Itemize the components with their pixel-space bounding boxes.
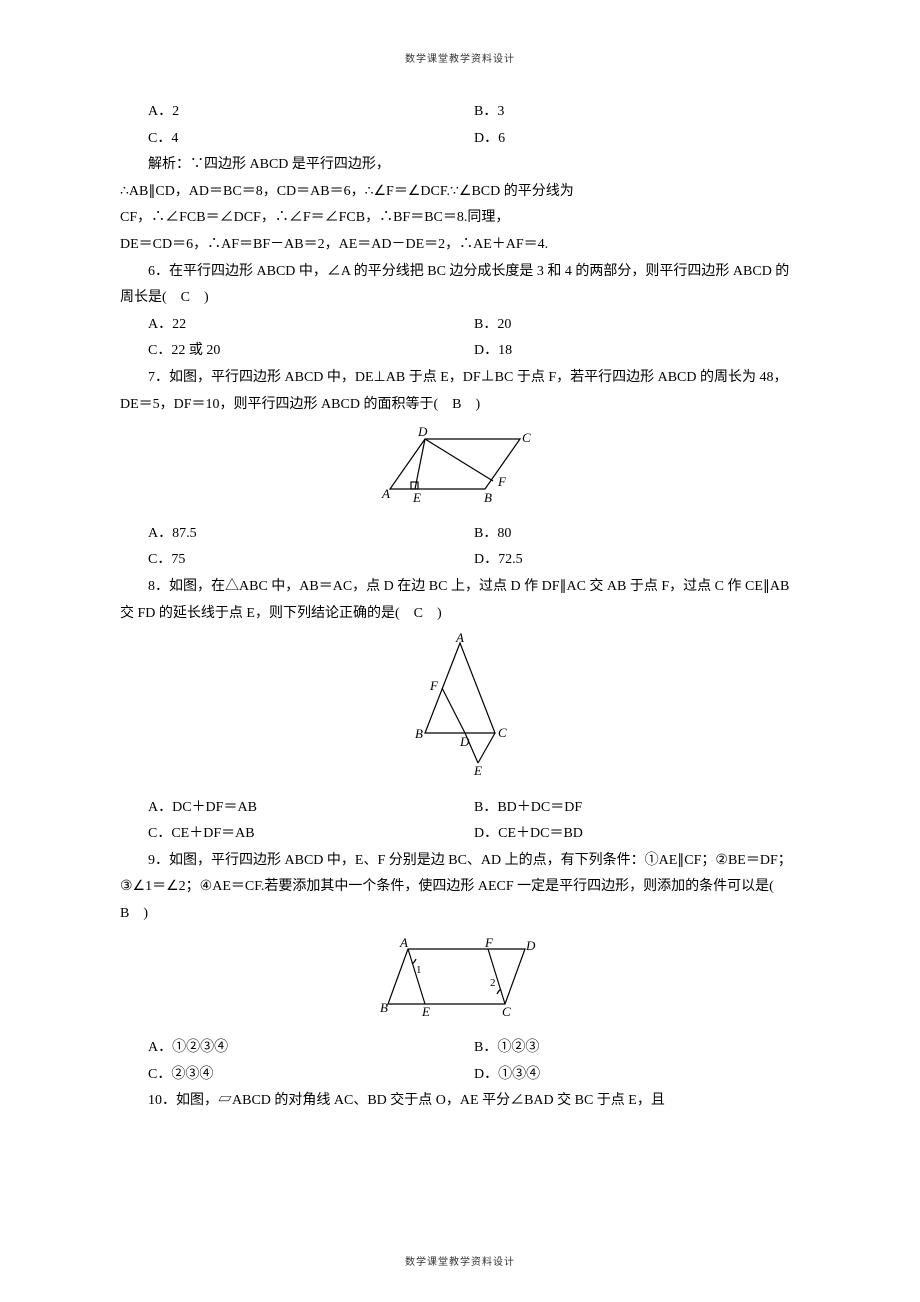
fig9-A: A xyxy=(399,935,408,950)
q6-text: 6．在平行四边形 ABCD 中，∠A 的平分线把 BC 边分成长度是 3 和 4… xyxy=(120,259,800,312)
q8-text: 8．如图，在△ABC 中，AB＝AC，点 D 在边 BC 上，过点 D 作 DF… xyxy=(120,574,800,627)
fig8-C: C xyxy=(498,725,507,740)
fig8-D: D xyxy=(459,734,470,749)
q8-options: A．DC＋DF＝AB B．BD＋DC＝DF xyxy=(148,795,800,822)
q10-text: 10．如图，▱ABCD 的对角线 AC、BD 交于点 O，AE 平分∠BAD 交… xyxy=(120,1088,800,1115)
q6-opt-d: D．18 xyxy=(474,338,800,365)
q7-opt-a: A．87.5 xyxy=(148,521,474,548)
page-header: 数学课堂教学资料设计 xyxy=(120,50,800,69)
fig9-1: 1 xyxy=(416,964,422,976)
q8-options-2: C．CE＋DF＝AB D．CE＋DC＝BD xyxy=(148,821,800,848)
q7-figure: A E B F C D xyxy=(120,424,800,515)
q9-text: 9．如图，平行四边形 ABCD 中，E、F 分别是边 BC、AD 上的点，有下列… xyxy=(120,848,800,928)
fig7-B: B xyxy=(484,490,492,504)
fig8-B: B xyxy=(415,726,423,741)
q8-figure: A F B D C E xyxy=(120,633,800,789)
page-footer: 数学课堂教学资料设计 xyxy=(0,1253,920,1272)
fig9-2: 2 xyxy=(490,977,496,989)
q6-opt-b: B．20 xyxy=(474,312,800,339)
q7-opt-c: C．75 xyxy=(148,547,474,574)
q6-options-2: C．22 或 20 D．18 xyxy=(148,338,800,365)
q7-text: 7．如图，平行四边形 ABCD 中，DE⊥AB 于点 E，DF⊥BC 于点 F，… xyxy=(120,365,800,418)
q5-opt-c: C．4 xyxy=(148,126,474,153)
q6-opt-c: C．22 或 20 xyxy=(148,338,474,365)
fig7-E: E xyxy=(412,490,421,504)
q5-opt-b: B．3 xyxy=(474,99,800,126)
fig9-D: D xyxy=(525,938,536,953)
q5-explain-1: 解析：∵四边形 ABCD 是平行四边形， xyxy=(120,152,800,179)
q7-opt-b: B．80 xyxy=(474,521,800,548)
q9-figure: A F D B E C 1 2 xyxy=(120,934,800,1030)
q5-explain-4: DE＝CD＝6，∴AF＝BF－AB＝2，AE＝AD－DE＝2，∴AE＋AF＝4. xyxy=(120,232,800,259)
q6-options: A．22 B．20 xyxy=(148,312,800,339)
fig9-B: B xyxy=(380,1000,388,1015)
q7-options-2: C．75 D．72.5 xyxy=(148,547,800,574)
fig9-F: F xyxy=(484,935,494,950)
q5-opt-d: D．6 xyxy=(474,126,800,153)
q7-opt-d: D．72.5 xyxy=(474,547,800,574)
fig8-E: E xyxy=(473,763,482,778)
q5-opt-a: A．2 xyxy=(148,99,474,126)
q5-explain-3: CF，∴∠FCB＝∠DCF，∴∠F＝∠FCB，∴BF＝BC＝8.同理， xyxy=(120,205,800,232)
fig7-F: F xyxy=(497,474,507,489)
fig7-A: A xyxy=(381,486,390,501)
q9-opt-d: D．①③④ xyxy=(474,1062,800,1089)
q9-options: A．①②③④ B．①②③ xyxy=(148,1035,800,1062)
fig8-A: A xyxy=(455,633,464,645)
q8-opt-a: A．DC＋DF＝AB xyxy=(148,795,474,822)
q9-options-2: C．②③④ D．①③④ xyxy=(148,1062,800,1089)
fig9-E: E xyxy=(421,1004,430,1019)
q8-opt-c: C．CE＋DF＝AB xyxy=(148,821,474,848)
q7-options: A．87.5 B．80 xyxy=(148,521,800,548)
q9-opt-c: C．②③④ xyxy=(148,1062,474,1089)
q8-opt-d: D．CE＋DC＝BD xyxy=(474,821,800,848)
q9-opt-a: A．①②③④ xyxy=(148,1035,474,1062)
q5-options: A．2 B．3 xyxy=(148,99,800,126)
q9-opt-b: B．①②③ xyxy=(474,1035,800,1062)
fig7-C: C xyxy=(522,430,531,445)
fig9-C: C xyxy=(502,1004,511,1019)
fig8-F: F xyxy=(429,678,439,693)
fig7-D: D xyxy=(417,424,428,439)
q5-options-2: C．4 D．6 xyxy=(148,126,800,153)
q8-opt-b: B．BD＋DC＝DF xyxy=(474,795,800,822)
q5-explain-2: ∴AB∥CD，AD＝BC＝8，CD＝AB＝6，∴∠F＝∠DCF.∵∠BCD 的平… xyxy=(120,179,800,206)
q6-opt-a: A．22 xyxy=(148,312,474,339)
